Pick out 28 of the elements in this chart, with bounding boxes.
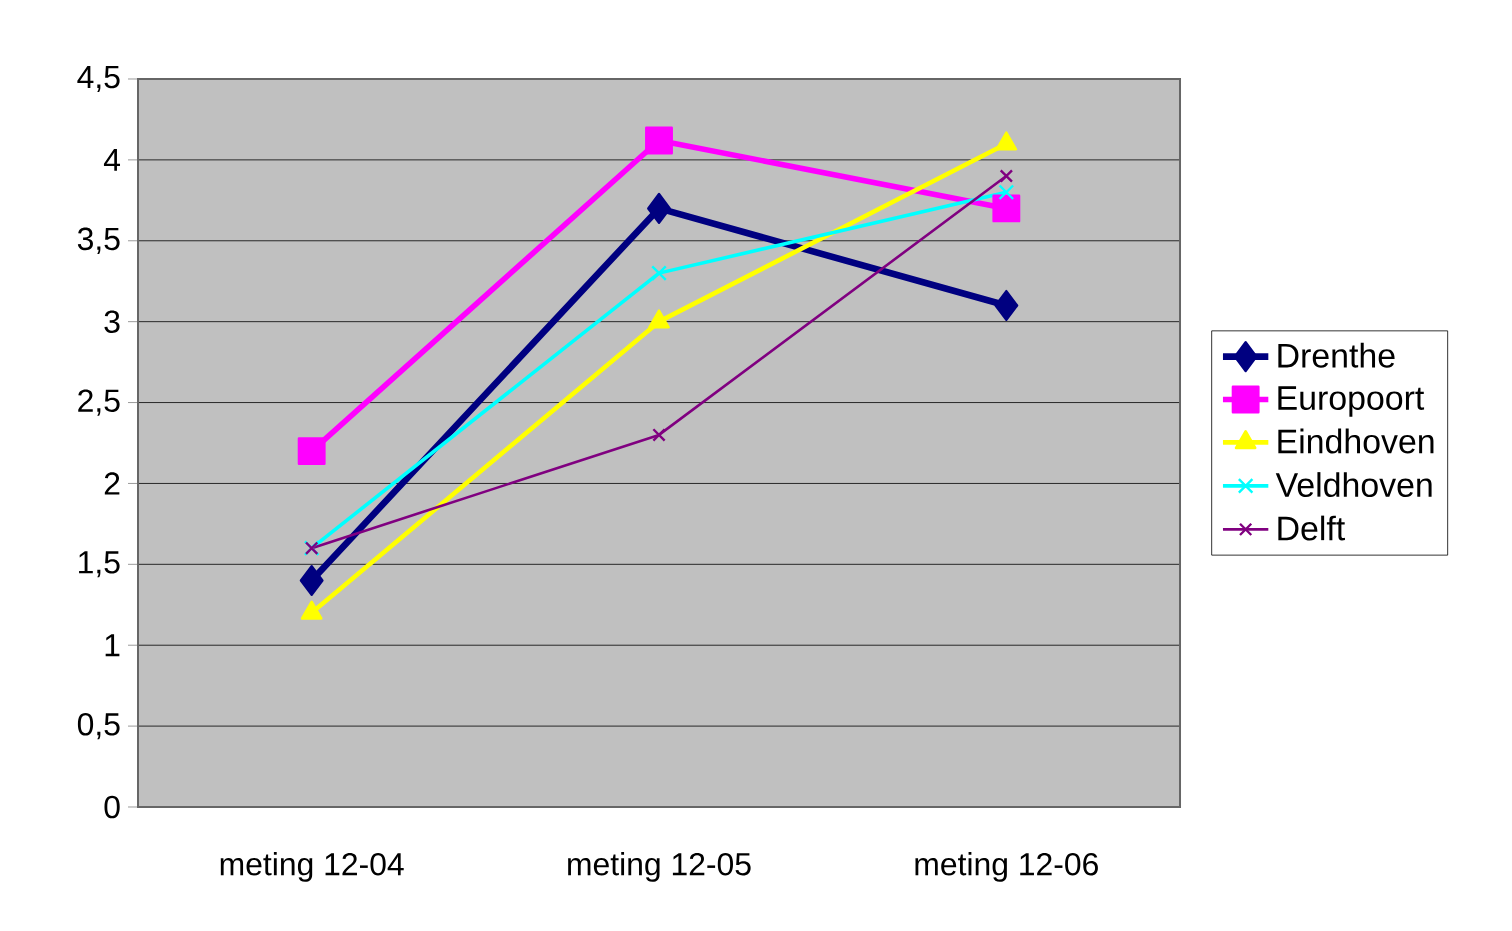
point [652, 428, 666, 442]
y-tick-label: 4 [103, 148, 121, 171]
point [645, 126, 673, 155]
y-tick-label: 3 [104, 310, 120, 333]
legend-label: Drenthe [1278, 342, 1395, 368]
point [992, 194, 1021, 223]
y-tick-label: 1,5 [79, 551, 120, 578]
y-tick-label: 3,5 [77, 227, 120, 254]
y-tick-label: 1 [105, 634, 120, 657]
y-tick-label: 2 [104, 472, 120, 495]
x-tick-label: meting 12-05 [568, 852, 751, 882]
point [651, 265, 667, 282]
point [647, 192, 671, 224]
legend-label: Veldhoven [1275, 472, 1432, 497]
point [299, 564, 324, 597]
y-tick-label: 0,5 [77, 712, 120, 740]
x-tick-label: meting 12-04 [220, 852, 404, 882]
point [999, 169, 1014, 183]
point [297, 437, 326, 466]
legend-label: Eindhoven [1278, 428, 1434, 454]
y-tick-label: 2,5 [78, 389, 120, 416]
point [998, 184, 1015, 201]
legend-label: Europoort [1278, 386, 1425, 417]
legend-label: Delft [1278, 515, 1345, 541]
y-tick-label: 4,5 [77, 65, 120, 92]
x-tick-label: meting 12-06 [915, 852, 1098, 882]
y-tick-label: 0 [104, 795, 120, 819]
point [994, 289, 1019, 322]
